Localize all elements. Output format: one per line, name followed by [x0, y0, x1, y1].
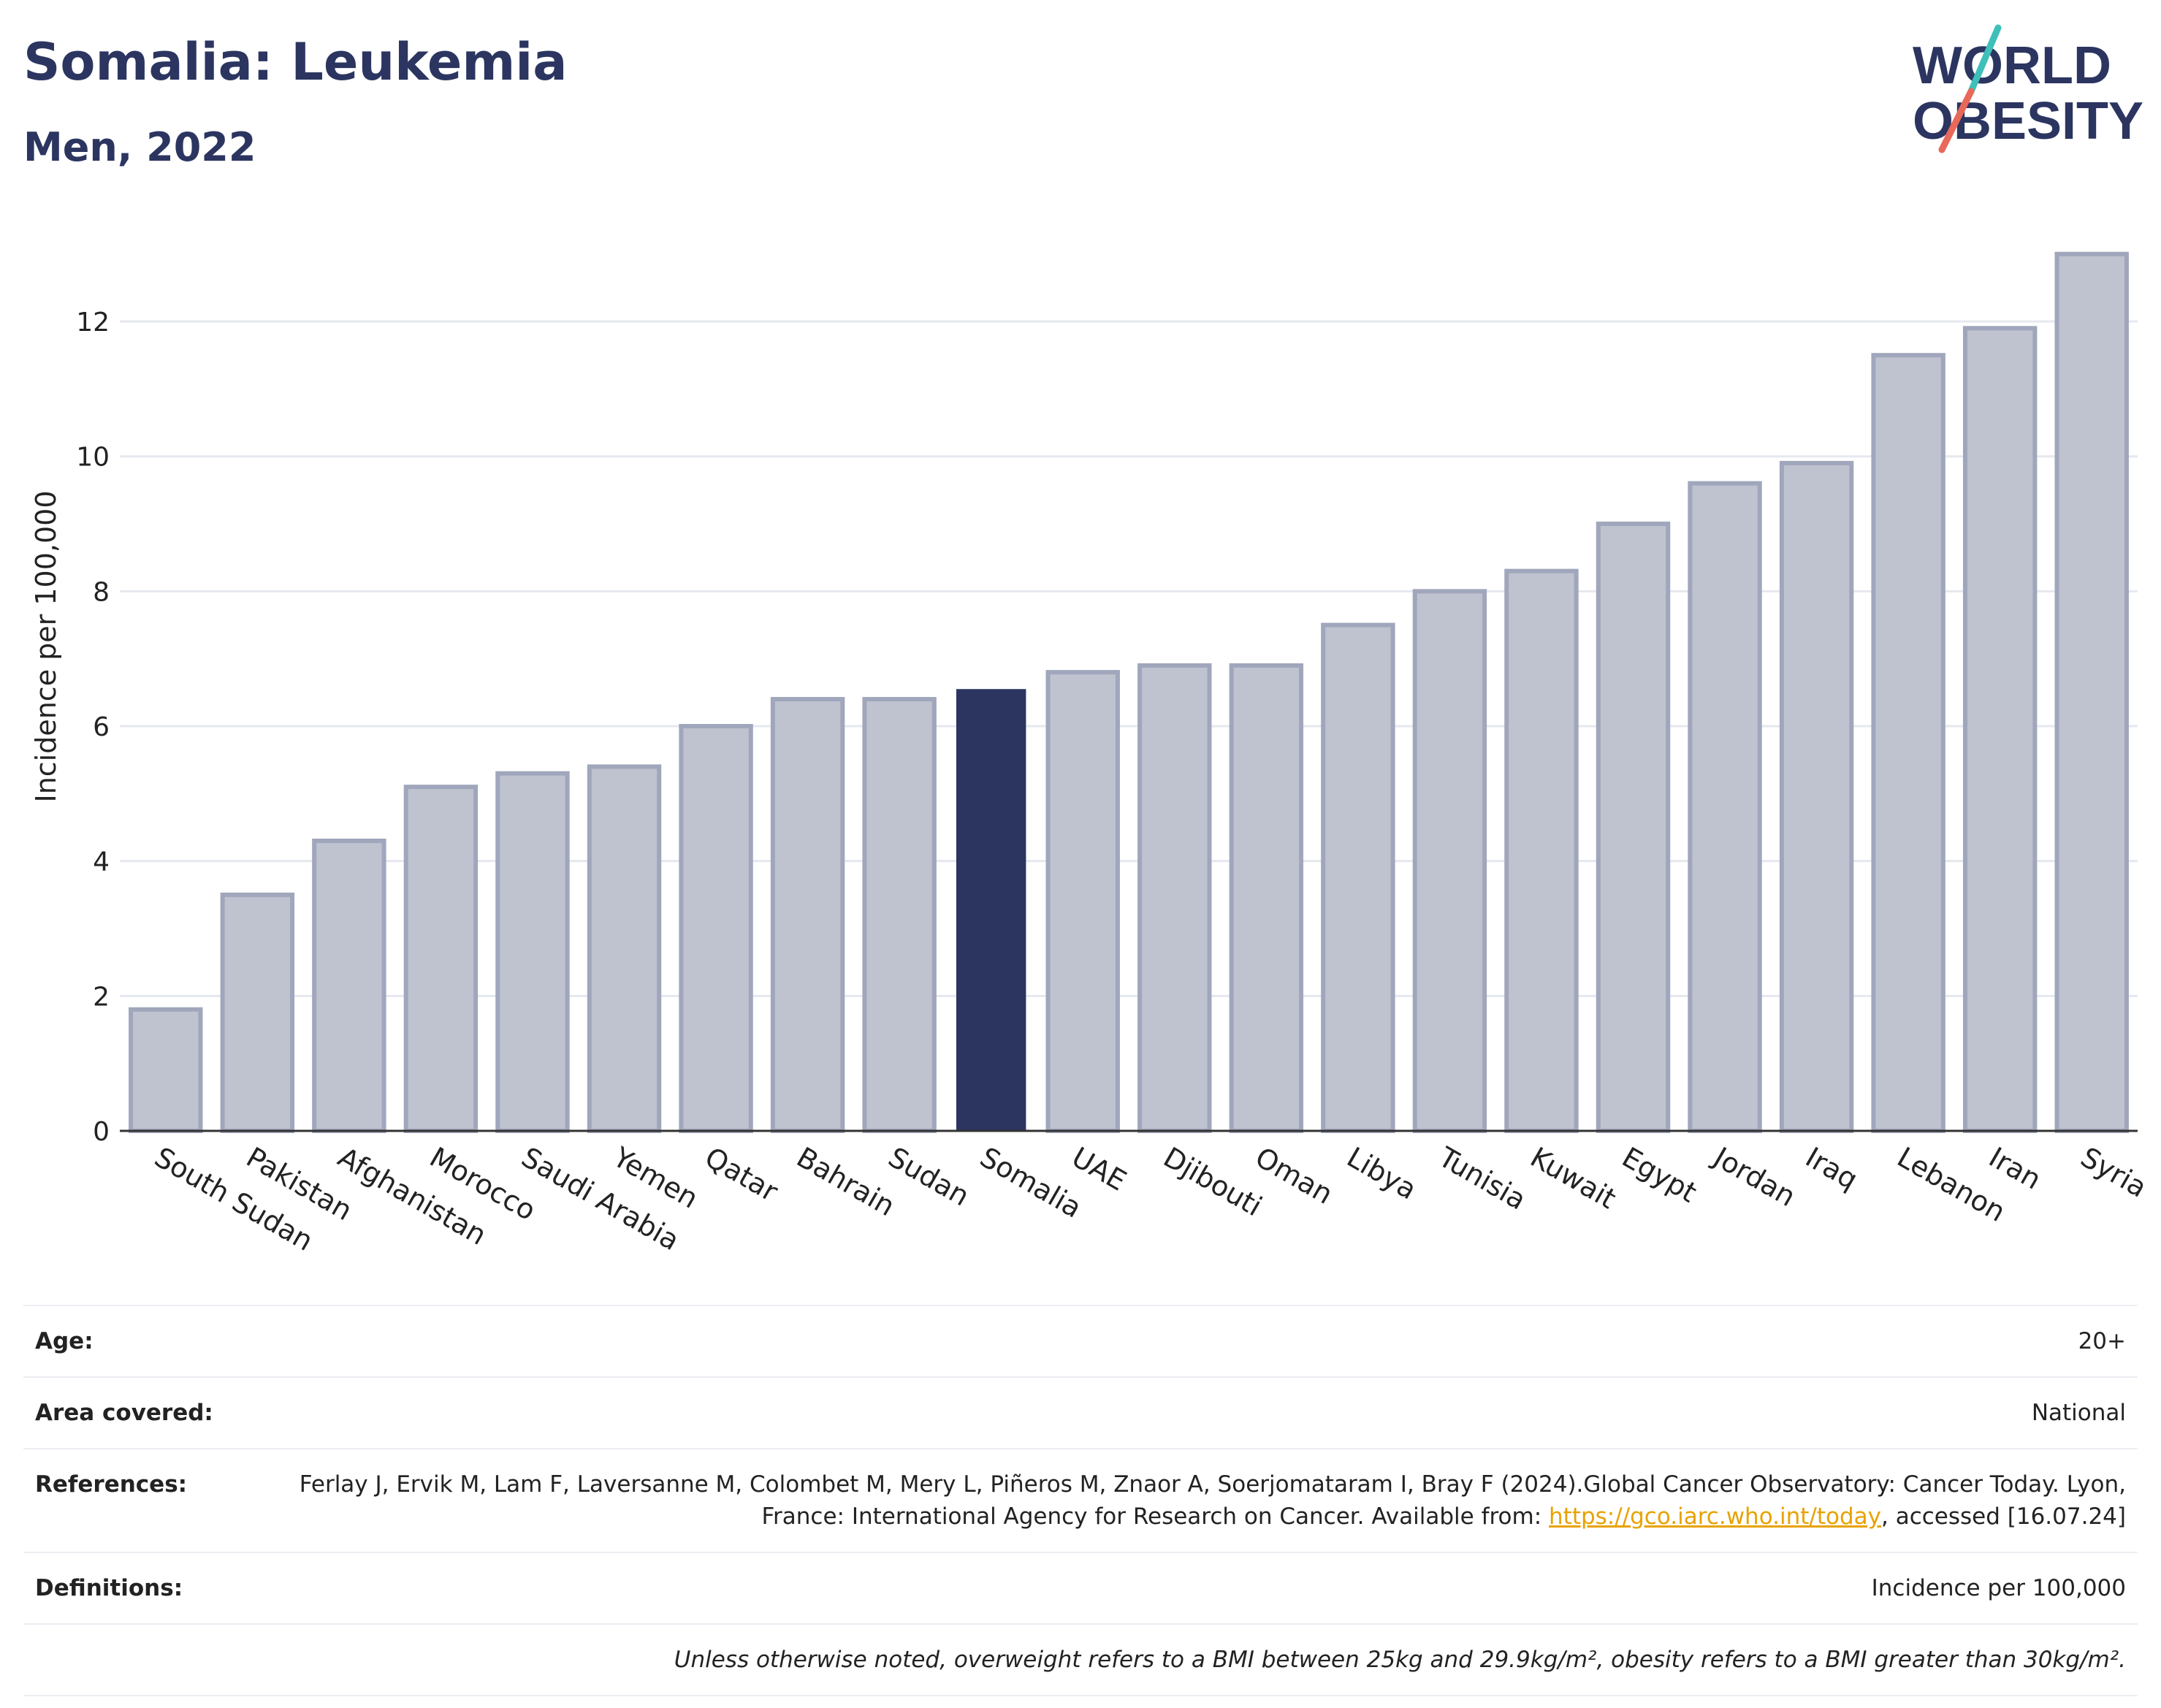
bar-iraq	[1779, 460, 1854, 1133]
age-value: 20+	[2078, 1328, 2126, 1354]
bar-yemen	[587, 764, 662, 1134]
bar-djibouti	[1137, 663, 1212, 1133]
bar-sudan	[862, 697, 937, 1133]
bar-jordan	[1688, 481, 1762, 1133]
age-label: Age:	[35, 1328, 94, 1354]
x-tick-label: Iraq	[1800, 1141, 1863, 1196]
y-tick-label: 6	[93, 712, 110, 742]
x-tick-label: UAE	[1067, 1141, 1132, 1197]
references-value: Ferlay J, Ervik M, Lam F, Laversanne M, …	[187, 1468, 2126, 1533]
x-tick-label: Somalia	[975, 1141, 1087, 1224]
page-title: Somalia: Leukemia	[23, 32, 568, 92]
y-axis-label: Incidence per 100,000	[30, 490, 62, 802]
references-text: Ferlay J, Ervik M, Lam F, Laversanne M, …	[299, 1471, 2126, 1530]
metadata-table: Age: 20+ Area covered: National Referenc…	[23, 1305, 2138, 1696]
y-tick-label: 10	[76, 443, 110, 473]
x-tick-label: Libya	[1341, 1141, 1422, 1206]
area-label: Area covered:	[35, 1400, 213, 1426]
y-tick-label: 0	[93, 1117, 110, 1147]
references-label: References:	[35, 1471, 188, 1498]
bar-kuwait	[1504, 568, 1579, 1133]
bar-qatar	[679, 724, 753, 1133]
x-tick-label: Tunisia	[1433, 1140, 1531, 1216]
meta-row-definitions: Definitions: Incidence per 100,000	[23, 1552, 2138, 1623]
y-tick-label: 12	[76, 308, 110, 338]
x-tick-label: Kuwait	[1525, 1141, 1621, 1216]
bar-bahrain	[770, 697, 845, 1133]
logo-slash-top-icon	[1967, 24, 2002, 95]
bars	[129, 251, 2129, 1134]
definitions-label: Definitions:	[35, 1575, 183, 1601]
world-obesity-logo: WORLD OBESITY	[1913, 24, 2143, 153]
references-accessed: , accessed [16.07.24]	[1880, 1503, 2126, 1530]
logo-line-1: WORLD	[1913, 37, 2111, 95]
x-tick-label: Qatar	[700, 1141, 784, 1208]
bar-morocco	[403, 785, 479, 1133]
meta-row-references: References: Ferlay J, Ervik M, Lam F, La…	[23, 1448, 2138, 1552]
x-tick-label: Sudan	[883, 1141, 975, 1213]
y-tick-label: 8	[93, 577, 110, 607]
bar-syria	[2054, 251, 2129, 1134]
references-link[interactable]: https://gco.iarc.who.int/today	[1549, 1503, 1881, 1530]
bar-somalia	[956, 689, 1026, 1131]
bar-iran	[1962, 326, 2038, 1133]
bar-afghanistan	[312, 838, 386, 1133]
page-subtitle: Men, 2022	[23, 124, 256, 170]
x-tick-label: Bahrain	[791, 1141, 900, 1223]
x-tick-label: Iran	[1983, 1141, 2046, 1196]
bar-saudi-arabia	[495, 771, 570, 1133]
logo-slash-bottom-icon	[1938, 88, 1975, 153]
bar-oman	[1229, 663, 1304, 1133]
meta-row-note: Unless otherwise noted, overweight refer…	[23, 1623, 2138, 1696]
definitions-value: Incidence per 100,000	[1871, 1575, 2126, 1601]
bmi-note: Unless otherwise noted, overweight refer…	[674, 1647, 2126, 1673]
x-tick-label: Djibouti	[1158, 1141, 1268, 1223]
area-value: National	[2031, 1400, 2126, 1426]
x-tick-label: Syria	[2076, 1141, 2152, 1204]
y-tick-label: 2	[93, 982, 110, 1012]
bar-egypt	[1596, 522, 1671, 1133]
bar-tunisia	[1412, 589, 1487, 1133]
bar-south-sudan	[129, 1007, 203, 1134]
bar-libya	[1321, 622, 1395, 1133]
x-tick-label: Saudi Arabia	[516, 1141, 685, 1257]
meta-row-age: Age: 20+	[23, 1305, 2138, 1376]
x-tick-label: Egypt	[1617, 1141, 1702, 1209]
bar-pakistan	[220, 892, 295, 1134]
x-tick-label: South Sudan	[149, 1141, 319, 1257]
meta-row-area: Area covered: National	[23, 1376, 2138, 1448]
logo-line-2: OBESITY	[1913, 92, 2143, 150]
y-tick-label: 4	[93, 847, 110, 877]
bar-lebanon	[1871, 353, 1945, 1134]
x-tick-label: Jordan	[1707, 1140, 1801, 1213]
bar-uae	[1045, 670, 1120, 1133]
